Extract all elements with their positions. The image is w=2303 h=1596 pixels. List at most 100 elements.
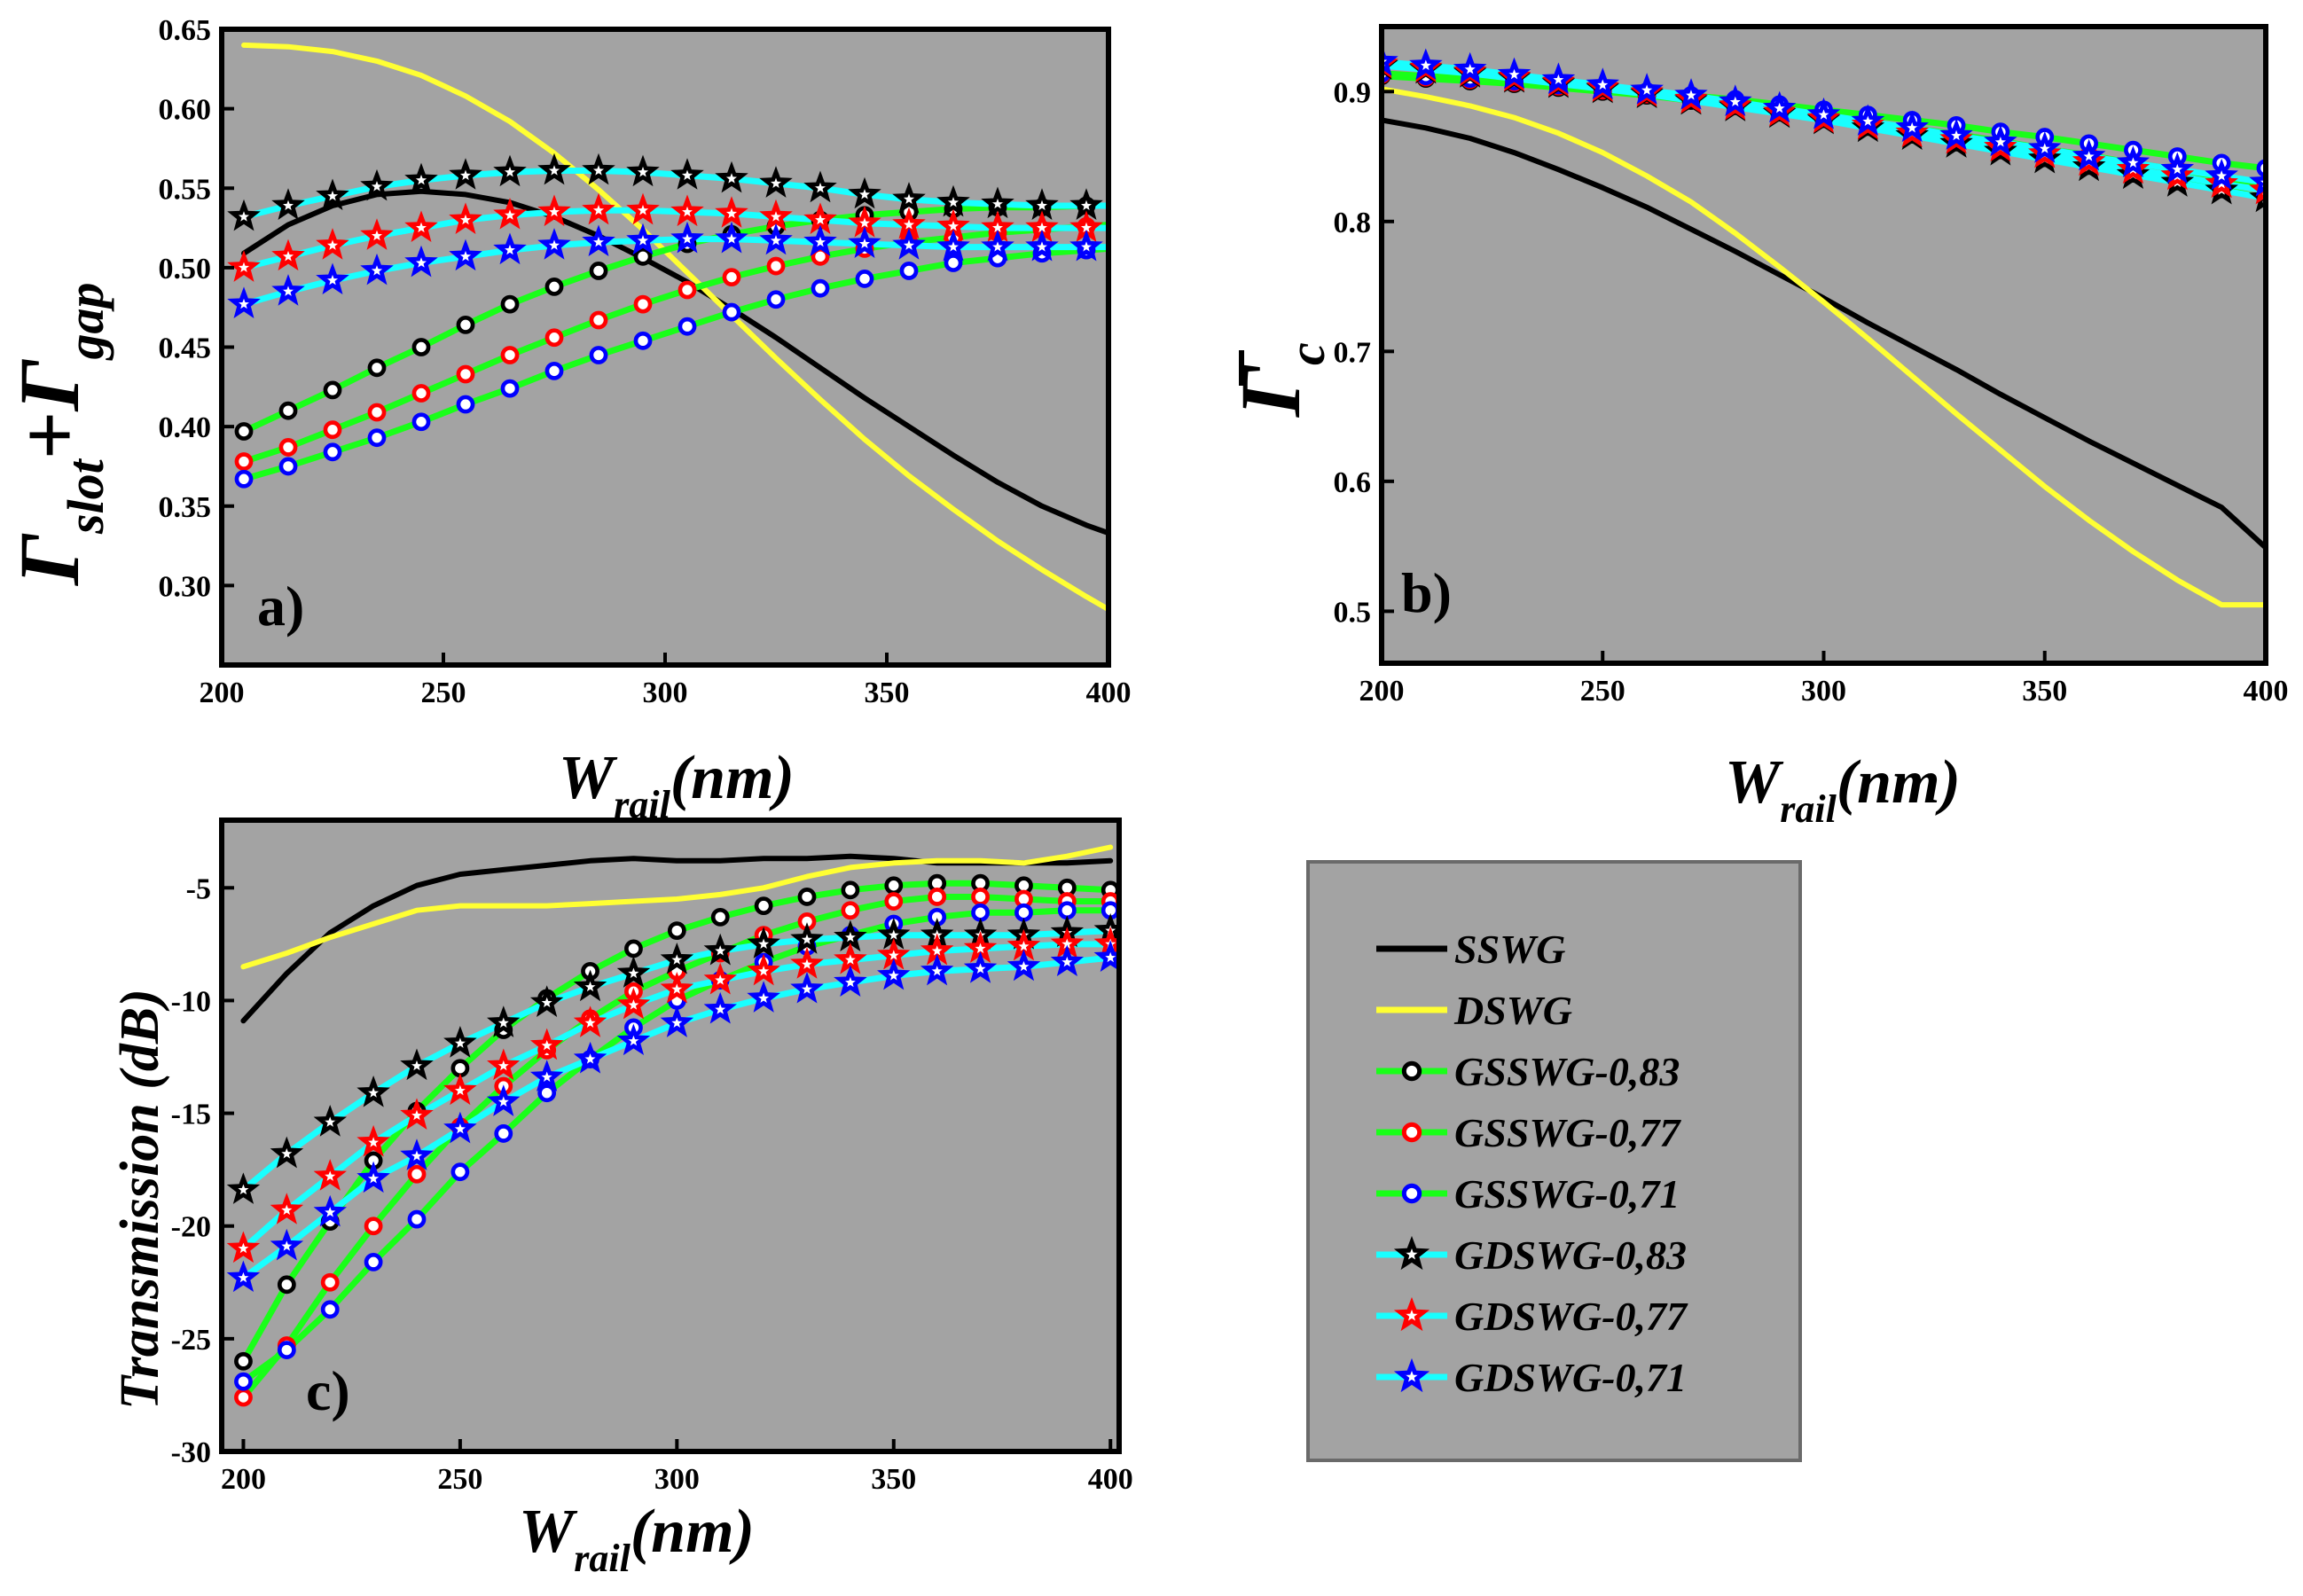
y-tick-label: -25: [171, 1324, 211, 1357]
data-point-GDSWG-0,71: [1069, 229, 1103, 262]
data-point-GDSWG-0,71: [1497, 57, 1531, 90]
data-point-GDSWG-0,83: [271, 188, 305, 220]
data-point-GSSWG-0,77: [234, 452, 254, 471]
data-point-GDSWG-0,71: [1382, 43, 1398, 76]
data-point-GSSWG-0,71: [411, 412, 431, 432]
data-point-GDSWG-0,83: [626, 154, 660, 187]
data-point-GDSWG-0,71: [487, 1084, 521, 1116]
data-point-GDSWG-0,77: [573, 1005, 607, 1037]
x-tick-label: 200: [200, 677, 245, 709]
panel-c-chart: 200 250 300 350 400 -30 -25 -20 -15 -10 -5 c) Wrail(…: [110, 818, 1133, 1580]
data-point-GDSWG-0,71: [313, 1194, 347, 1227]
legend-label-GDSWG-0,83: GDSWG-0,83: [1454, 1232, 1687, 1278]
data-point-GDSWG-0,71: [1762, 90, 1797, 123]
data-point-GDSWG-0,71: [1007, 949, 1041, 982]
data-point-GDSWG-0,71: [2028, 131, 2062, 163]
data-point-GDSWG-0,71: [1409, 48, 1443, 80]
data-point-GSSWG-0,77: [234, 1388, 253, 1407]
data-point-GDSWG-0,83: [529, 985, 564, 1017]
panel-label: c): [306, 1359, 350, 1422]
data-point-GDSWG-0,71: [877, 958, 911, 990]
data-point-GDSWG-0,83: [449, 158, 482, 190]
data-point-GSSWG-0,83: [456, 316, 475, 334]
y-tick-label: 0.50: [159, 253, 212, 286]
data-point-GDSWG-0,71: [660, 1005, 694, 1037]
x-tick-label: 200: [221, 1463, 266, 1496]
data-point-GDSWG-0,71: [1025, 229, 1059, 262]
data-point-GDSWG-0,77: [313, 1159, 347, 1191]
data-point-GSSWG-0,77: [971, 888, 990, 906]
data-point-GSSWG-0,83: [841, 880, 860, 900]
data-point-GDSWG-0,71: [537, 228, 571, 260]
legend-label-DSWG: DSWG: [1453, 988, 1572, 1033]
data-point-GSSWG-0,77: [589, 310, 608, 330]
data-point-GSSWG-0,71: [971, 903, 990, 922]
data-point-GDSWG-0,83: [316, 178, 349, 211]
y-tick-label: -15: [171, 1099, 211, 1131]
data-point-GDSWG-0,71: [443, 1111, 477, 1144]
series-group: [226, 844, 1119, 1407]
data-point-GDSWG-0,83: [487, 1005, 521, 1037]
data-point-GDSWG-0,77: [271, 239, 305, 271]
data-point-GDSWG-0,71: [573, 1041, 607, 1074]
data-point-GSSWG-0,71: [678, 317, 697, 336]
data-point-GSSWG-0,71: [544, 361, 564, 380]
data-point-GDSWG-0,71: [1984, 124, 2017, 157]
data-point-GSSWG-0,77: [633, 294, 653, 314]
y-tick-label: 0.35: [159, 491, 212, 524]
panel-label: a): [257, 575, 304, 638]
data-point-GDSWG-0,77: [616, 987, 651, 1020]
data-point-GDSWG-0,77: [404, 210, 438, 243]
y-tick-label: 0.55: [159, 173, 212, 206]
data-point-GDSWG-0,77: [747, 953, 780, 986]
legend-label-GSSWG-0,77: GSSWG-0,77: [1454, 1110, 1681, 1155]
legend-box: [1306, 860, 1802, 1462]
data-point-GDSWG-0,71: [703, 991, 737, 1024]
data-point-GDSWG-0,77: [400, 1098, 434, 1130]
data-point-GDSWG-0,71: [1586, 67, 1619, 99]
x-tick-label: 400: [2244, 675, 2289, 708]
data-point-GDSWG-0,83: [703, 933, 737, 966]
data-point-GDSWG-0,77: [227, 250, 261, 282]
data-point-GDSWG-0,71: [981, 229, 1014, 262]
data-point-GSSWG-0,77: [323, 420, 342, 440]
data-point-GDSWG-0,71: [2249, 165, 2266, 197]
x-axis-label: Wrail(nm): [1725, 748, 1961, 831]
data-point-GDSWG-0,71: [582, 224, 615, 257]
data-point-GSSWG-0,83: [754, 896, 773, 916]
data-point-GSSWG-0,77: [544, 328, 564, 348]
data-point-GSSWG-0,71: [367, 428, 387, 448]
data-point-GDSWG-0,77: [537, 194, 571, 227]
data-point-GSSWG-0,71: [277, 1341, 296, 1359]
data-point-GDSWG-0,71: [1050, 944, 1085, 977]
data-point-GSSWG-0,77: [456, 364, 475, 384]
x-tick-label: 250: [421, 677, 466, 709]
y-tick-label: 0.8: [1334, 207, 1372, 239]
data-point-GDSWG-0,71: [747, 981, 780, 1013]
plot-frame: [219, 818, 1122, 1454]
series-group: [227, 42, 1108, 613]
data-point-GDSWG-0,77: [493, 197, 527, 230]
data-point-GDSWG-0,77: [759, 199, 793, 231]
data-point-GDSWG-0,71: [2116, 145, 2150, 177]
data-point-GDSWG-0,71: [920, 953, 954, 986]
data-point-GSSWG-0,83: [450, 1059, 470, 1078]
data-point-GSSWG-0,83: [544, 277, 564, 296]
y-tick-label: 0.9: [1334, 76, 1372, 109]
data-point-GSSWG-0,71: [633, 331, 653, 350]
data-point-GDSWG-0,71: [834, 965, 867, 998]
data-point-GDSWG-0,71: [316, 262, 349, 295]
data-point-GDSWG-0,83: [1069, 188, 1103, 220]
data-point-GSSWG-0,71: [494, 1124, 513, 1143]
data-point-GDSWG-0,83: [582, 153, 615, 185]
data-point-GDSWG-0,83: [660, 943, 694, 974]
data-point-GSSWG-0,83: [633, 246, 653, 266]
legend-marker-GSSWG-0,83: [1401, 1060, 1422, 1082]
y-tick-label: 0.40: [159, 411, 212, 444]
data-point-GSSWG-0,77: [320, 1272, 340, 1292]
data-point-GSSWG-0,71: [500, 379, 520, 398]
data-point-GDSWG-0,71: [803, 224, 837, 257]
data-point-GDSWG-0,83: [404, 162, 438, 195]
x-tick-label: 200: [1359, 675, 1405, 708]
